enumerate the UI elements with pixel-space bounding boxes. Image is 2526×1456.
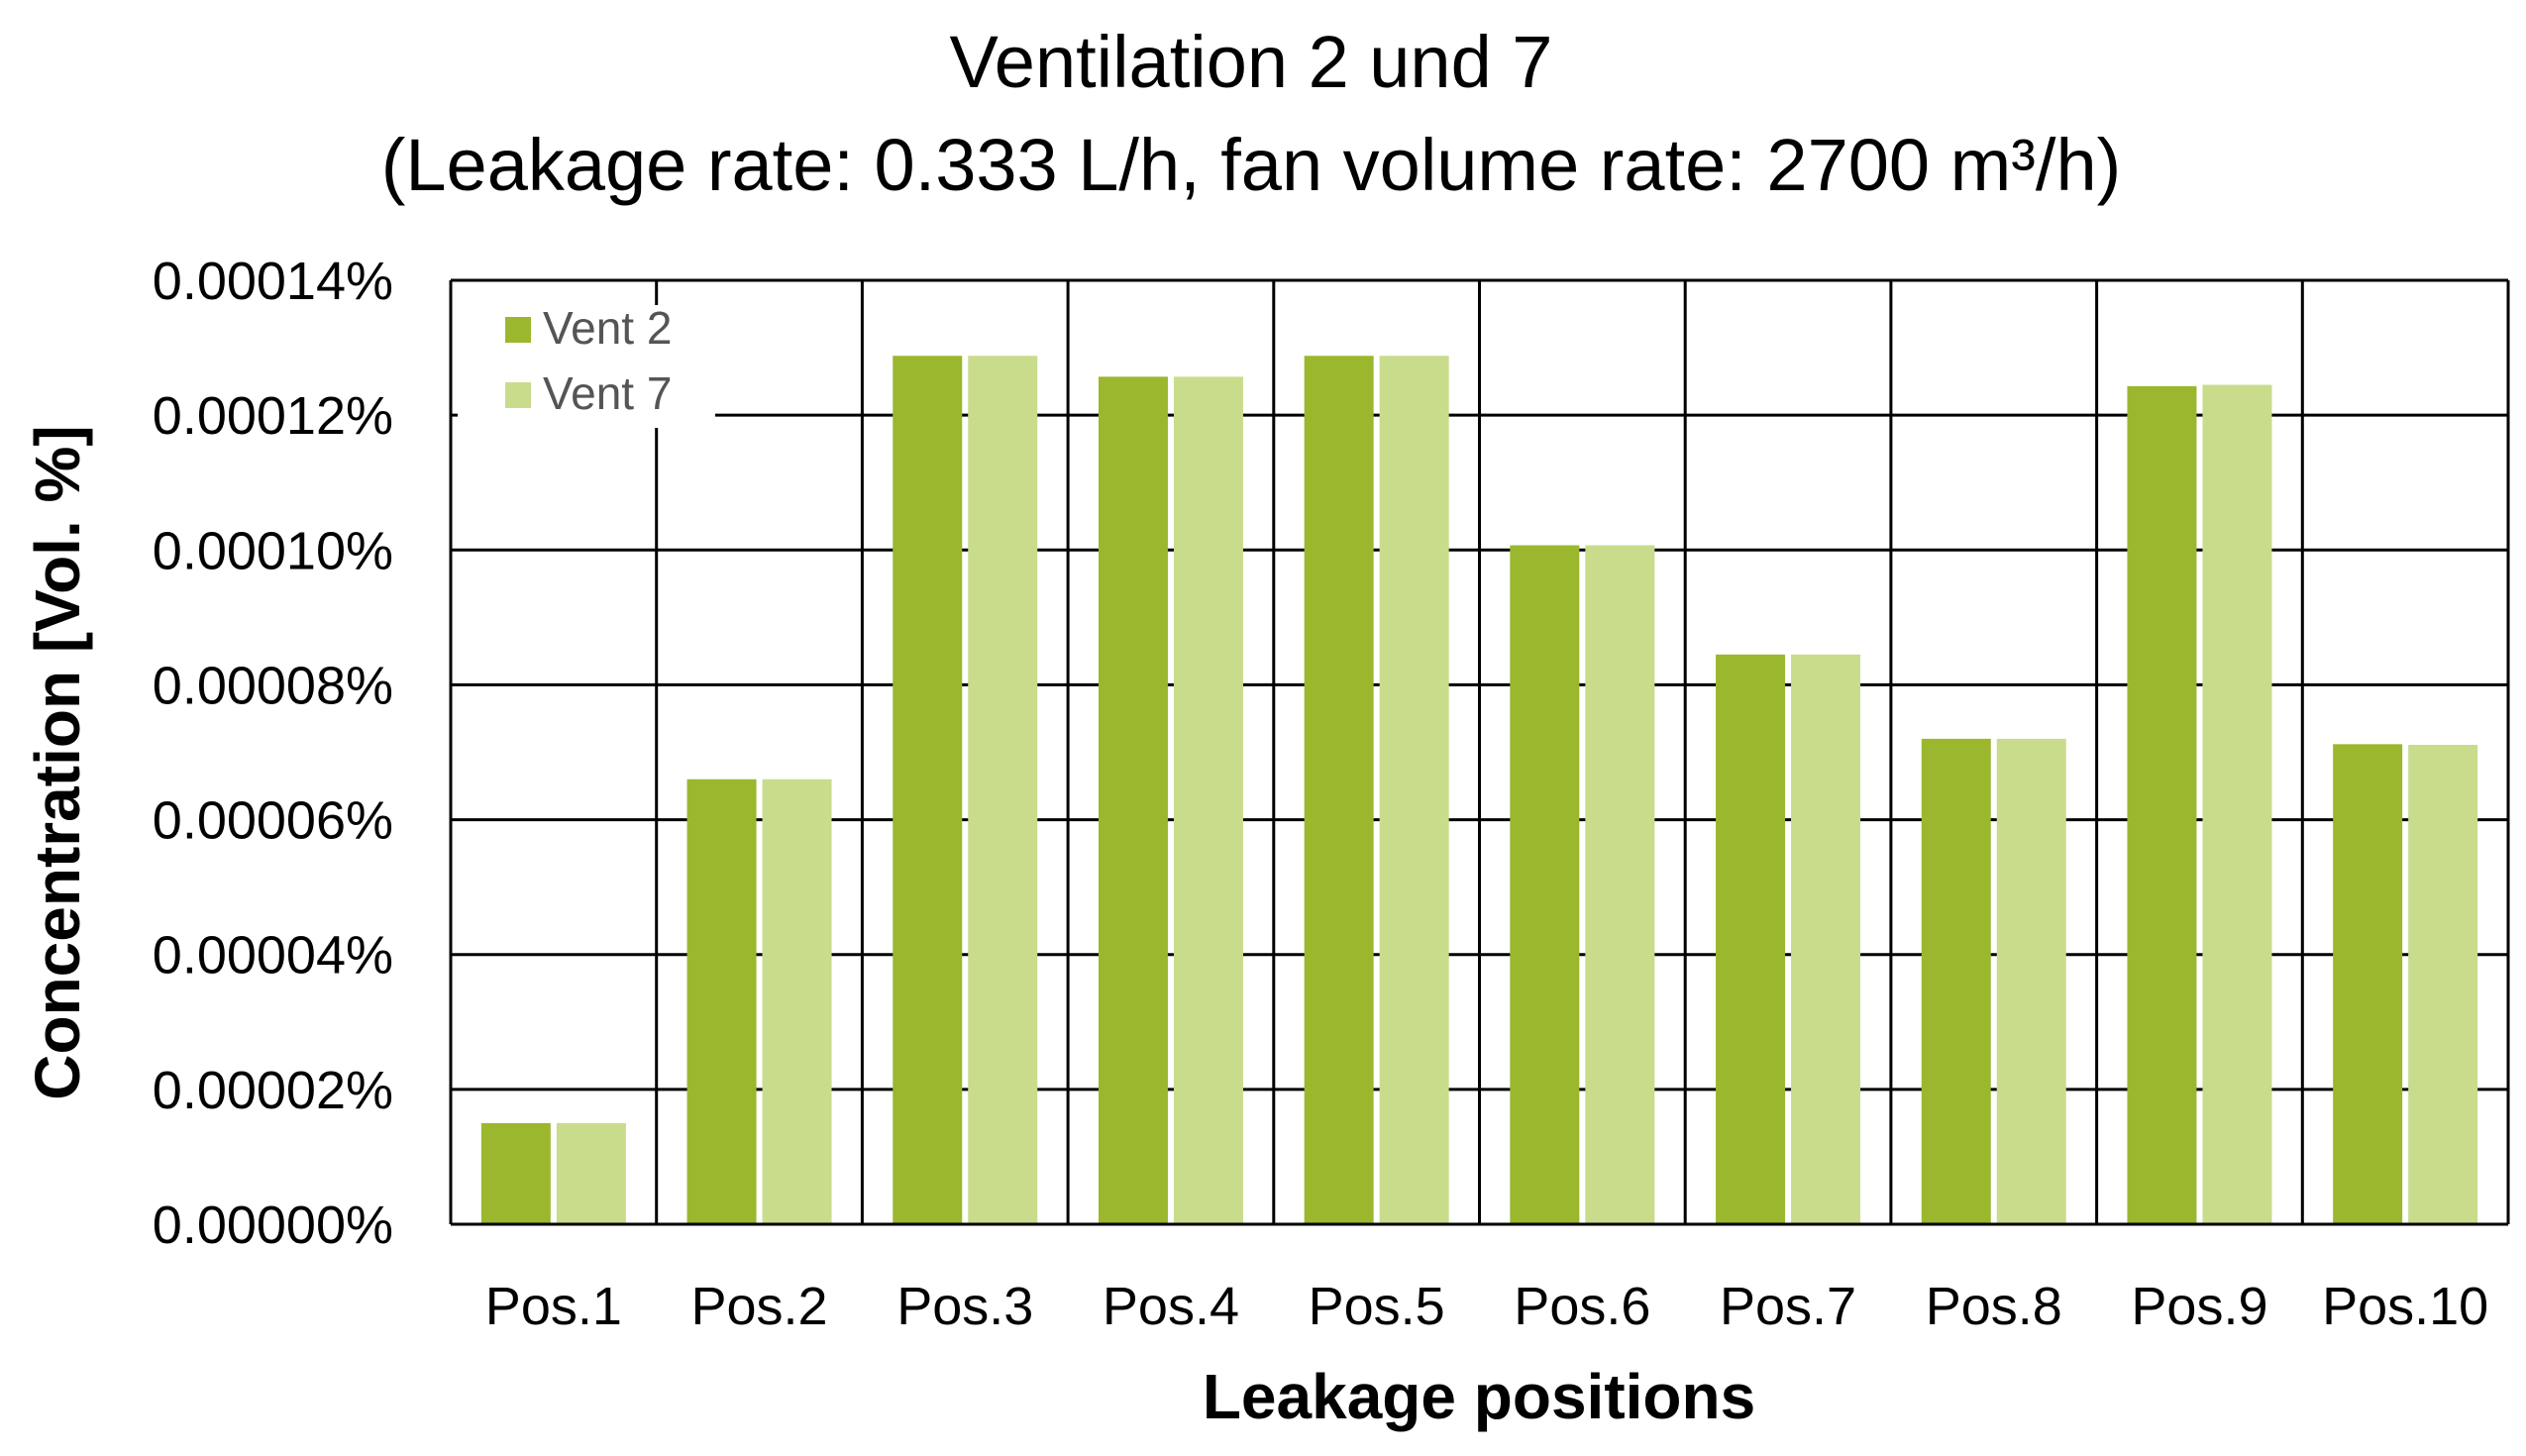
bar-vent-2-pos2 — [686, 779, 757, 1224]
x-tick-label: Pos.4 — [1103, 1277, 1239, 1336]
bar-vent-2-pos4 — [1098, 376, 1168, 1224]
legend-swatch-vent-7 — [505, 382, 531, 408]
x-tick-label: Pos.2 — [691, 1277, 828, 1336]
bar-vent-7-pos10 — [2408, 745, 2478, 1224]
y-axis-label: Concentration [Vol. %] — [22, 425, 93, 1099]
grid-lines — [449, 278, 2510, 1226]
legend-label-vent-2: Vent 2 — [543, 302, 672, 354]
bar-vent-2-pos5 — [1304, 356, 1374, 1224]
chart-title: Ventilation 2 und 7 — [950, 21, 1553, 103]
y-tick-label: 0.00006% — [153, 791, 393, 851]
bar-vent-7-pos2 — [762, 779, 832, 1224]
bar-vent-2-pos9 — [2127, 385, 2197, 1224]
y-tick-label: 0.00012% — [153, 386, 393, 446]
y-tick-labels: 0.00000% 0.00002% 0.00004% 0.00006% 0.00008%… — [153, 252, 393, 1255]
bar-vent-7-pos3 — [968, 356, 1038, 1224]
bar-vent-2-pos7 — [1716, 654, 1786, 1224]
x-tick-label: Pos.5 — [1309, 1277, 1445, 1336]
y-tick-label: 0.00002% — [153, 1061, 393, 1120]
chart-subtitle: (Leakage rate: 0.333 L/h, fan volume rat… — [381, 124, 2122, 206]
x-tick-label: Pos.1 — [485, 1277, 622, 1336]
bar-vent-7-pos7 — [1791, 654, 1861, 1224]
bar-vent-2-pos10 — [2333, 744, 2403, 1224]
bar-vent-7-pos8 — [1996, 738, 2066, 1224]
x-tick-label: Pos.6 — [1514, 1277, 1650, 1336]
y-tick-label: 0.00000% — [153, 1196, 393, 1255]
bar-vent-7-pos6 — [1585, 545, 1655, 1224]
x-tick-label: Pos.10 — [2322, 1277, 2488, 1336]
x-axis-label: Leakage positions — [1203, 1361, 1755, 1432]
bar-vent-2-pos1 — [480, 1122, 551, 1224]
x-tick-label: Pos.8 — [1926, 1277, 2062, 1336]
legend-label-vent-7: Vent 7 — [543, 367, 672, 419]
bar-vent-2-pos3 — [893, 356, 963, 1224]
bar-vent-7-pos5 — [1379, 356, 1449, 1224]
bar-vent-7-pos9 — [2202, 384, 2272, 1224]
bar-vent-2-pos8 — [1921, 738, 1991, 1224]
x-tick-label: Pos.9 — [2131, 1277, 2267, 1336]
y-tick-label: 0.00008% — [153, 656, 393, 715]
y-tick-label: 0.00004% — [153, 926, 393, 986]
bar-vent-7-pos4 — [1173, 376, 1243, 1224]
y-tick-label: 0.00010% — [153, 521, 393, 580]
x-tick-label: Pos.3 — [896, 1277, 1033, 1336]
legend-swatch-vent-2 — [505, 317, 531, 343]
x-tick-labels: Pos.1 Pos.2 Pos.3 Pos.4 Pos.5 Pos.6 Pos.7 Pos.8… — [485, 1277, 2488, 1336]
bar-vent-2-pos6 — [1510, 545, 1580, 1224]
bars — [480, 356, 2478, 1224]
y-tick-label: 0.00014% — [153, 252, 393, 311]
x-tick-label: Pos.7 — [1720, 1277, 1856, 1336]
bar-vent-7-pos1 — [556, 1122, 626, 1224]
legend-background — [458, 305, 715, 428]
legend: Vent 2 Vent 7 — [458, 302, 715, 428]
